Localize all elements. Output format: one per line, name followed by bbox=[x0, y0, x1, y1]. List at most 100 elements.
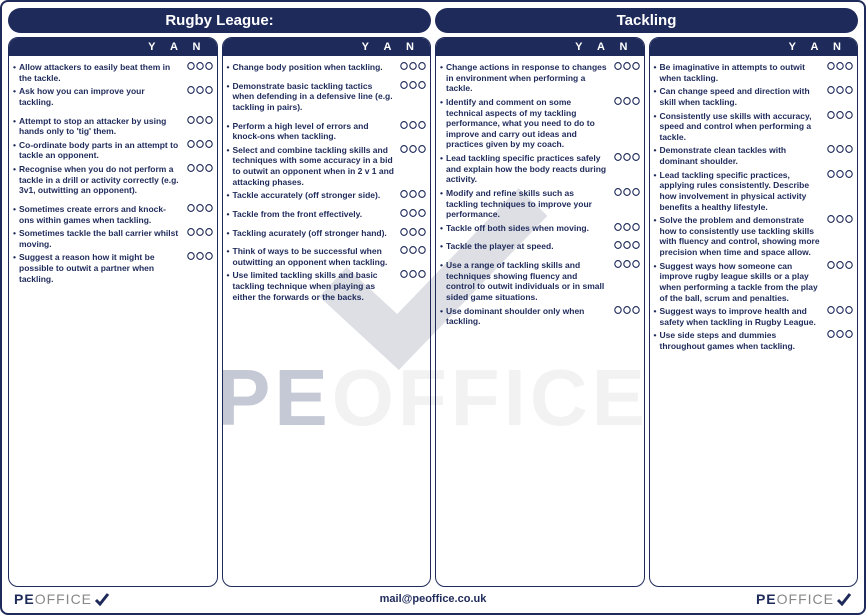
yan-ovals[interactable] bbox=[825, 330, 853, 341]
yan-ovals[interactable] bbox=[825, 170, 853, 181]
item-text: Sometimes tackle the ball carrier whilst… bbox=[19, 228, 185, 249]
item-text: Think of ways to be successful when outw… bbox=[233, 246, 399, 267]
item-text: Suggest ways how someone can improve rug… bbox=[660, 261, 826, 304]
yan-ovals[interactable] bbox=[185, 164, 213, 175]
checklist-item: •Lead tackling specific practices, apply… bbox=[654, 170, 854, 213]
yan-ovals[interactable] bbox=[825, 306, 853, 317]
item-text: Identify and comment on some technical a… bbox=[446, 97, 612, 150]
column-body: •Change actions in response to changes i… bbox=[436, 56, 644, 586]
checklist-item: •Think of ways to be successful when out… bbox=[227, 246, 427, 267]
checklist-item: •Suggest ways how someone can improve ru… bbox=[654, 261, 854, 304]
checklist-item: •Tackle the player at speed. bbox=[440, 241, 640, 252]
checklist-item: •Change body position when tackling. bbox=[227, 62, 427, 73]
item-text: Can change speed and direction with skil… bbox=[660, 86, 826, 107]
yan-ovals[interactable] bbox=[185, 204, 213, 215]
item-text: Demonstrate clean tackles with dominant … bbox=[660, 145, 826, 166]
item-text: Solve the problem and demonstrate how to… bbox=[660, 215, 826, 258]
checklist-item: •Attempt to stop an attacker by using ha… bbox=[13, 116, 213, 137]
yan-ovals[interactable] bbox=[612, 97, 640, 108]
yan-ovals[interactable] bbox=[398, 81, 426, 92]
checklist-item: •Sometimes create errors and knock-ons w… bbox=[13, 204, 213, 225]
item-text: Tackling acurately (off stronger hand). bbox=[233, 228, 399, 239]
checklist-item: •Allow attackers to easily beat them in … bbox=[13, 62, 213, 83]
checklist-item: •Ask how you can improve your tackling. bbox=[13, 86, 213, 107]
logo-office: OFFICE bbox=[35, 591, 92, 607]
checklist-item: •Consistently use skills with accuracy, … bbox=[654, 111, 854, 143]
item-text: Co-ordinate body parts in an attempt to … bbox=[19, 140, 185, 161]
yan-ovals[interactable] bbox=[612, 188, 640, 199]
yan-ovals[interactable] bbox=[612, 223, 640, 234]
checklist-item: •Use dominant shoulder only when tacklin… bbox=[440, 306, 640, 327]
item-text: Tackle the player at speed. bbox=[446, 241, 612, 252]
yan-ovals[interactable] bbox=[185, 86, 213, 97]
footer: PEOFFICE mail@peoffice.co.uk PEOFFICE bbox=[8, 591, 858, 607]
column-header-yan: Y A N bbox=[436, 38, 644, 56]
item-text: Use dominant shoulder only when tackling… bbox=[446, 306, 612, 327]
yan-ovals[interactable] bbox=[612, 306, 640, 317]
yan-ovals[interactable] bbox=[185, 252, 213, 263]
assessment-column: Y A N•Allow attackers to easily beat the… bbox=[8, 37, 218, 587]
yan-ovals[interactable] bbox=[398, 270, 426, 281]
column-body: •Be imaginative in attempts to outwit wh… bbox=[650, 56, 858, 586]
column-header-yan: Y A N bbox=[650, 38, 858, 56]
item-text: Use limited tackling skills and basic ta… bbox=[233, 270, 399, 302]
yan-ovals[interactable] bbox=[398, 145, 426, 156]
checklist-item: •Modify and refine skills such as tackli… bbox=[440, 188, 640, 220]
yan-ovals[interactable] bbox=[825, 86, 853, 97]
column-body: •Change body position when tackling.•Dem… bbox=[223, 56, 431, 586]
checklist-item: •Recognise when you do not perform a tac… bbox=[13, 164, 213, 196]
item-text: Suggest ways to improve health and safet… bbox=[660, 306, 826, 327]
item-text: Select and combine tackling skills and t… bbox=[233, 145, 399, 188]
item-text: Tackle off both sides when moving. bbox=[446, 223, 612, 234]
checklist-item: •Solve the problem and demonstrate how t… bbox=[654, 215, 854, 258]
assessment-column: Y A N •Be imaginative in attempts to outw… bbox=[649, 37, 859, 587]
checklist-item: •Tackle off both sides when moving. bbox=[440, 223, 640, 234]
yan-ovals[interactable] bbox=[825, 111, 853, 122]
checklist-item: •Change actions in response to changes i… bbox=[440, 62, 640, 94]
logo-right: PEOFFICE bbox=[756, 591, 852, 607]
yan-ovals[interactable] bbox=[612, 260, 640, 271]
item-text: Consistently use skills with accuracy, s… bbox=[660, 111, 826, 143]
logo-office: OFFICE bbox=[777, 591, 834, 607]
header-row: Rugby League: Tackling bbox=[8, 8, 858, 33]
checklist-item: •Tackling acurately (off stronger hand). bbox=[227, 228, 427, 239]
footer-email: mail@peoffice.co.uk bbox=[380, 593, 487, 605]
yan-ovals[interactable] bbox=[398, 121, 426, 132]
checklist-item: •Demonstrate clean tackles with dominant… bbox=[654, 145, 854, 166]
yan-ovals[interactable] bbox=[398, 246, 426, 257]
yan-ovals[interactable] bbox=[825, 215, 853, 226]
yan-ovals[interactable] bbox=[185, 116, 213, 127]
header-left: Rugby League: bbox=[8, 8, 431, 33]
item-text: Ask how you can improve your tackling. bbox=[19, 86, 185, 107]
logo-pe: PE bbox=[14, 591, 35, 607]
yan-ovals[interactable] bbox=[185, 62, 213, 73]
checklist-item: •Select and combine tackling skills and … bbox=[227, 145, 427, 188]
yan-ovals[interactable] bbox=[185, 140, 213, 151]
assessment-column: Y A N •Change actions in response to chan… bbox=[435, 37, 645, 587]
item-text: Change actions in response to changes in… bbox=[446, 62, 612, 94]
yan-ovals[interactable] bbox=[398, 62, 426, 73]
yan-ovals[interactable] bbox=[612, 62, 640, 73]
yan-ovals[interactable] bbox=[825, 145, 853, 156]
assessment-column: Y A N•Change body position when tackling… bbox=[222, 37, 432, 587]
checklist-item: •Be imaginative in attempts to outwit wh… bbox=[654, 62, 854, 83]
column-header-yan: Y A N bbox=[223, 38, 431, 56]
yan-ovals[interactable] bbox=[185, 228, 213, 239]
item-text: Suggest a reason how it might be possibl… bbox=[19, 252, 185, 284]
item-text: Sometimes create errors and knock-ons wi… bbox=[19, 204, 185, 225]
yan-ovals[interactable] bbox=[398, 190, 426, 201]
check-icon bbox=[836, 592, 852, 606]
item-text: Use side steps and dummies throughout ga… bbox=[660, 330, 826, 351]
yan-ovals[interactable] bbox=[612, 153, 640, 164]
checklist-item: •Can change speed and direction with ski… bbox=[654, 86, 854, 107]
yan-ovals[interactable] bbox=[612, 241, 640, 252]
checklist-item: •Use limited tackling skills and basic t… bbox=[227, 270, 427, 302]
yan-ovals[interactable] bbox=[825, 62, 853, 73]
yan-ovals[interactable] bbox=[398, 228, 426, 239]
item-text: Be imaginative in attempts to outwit whe… bbox=[660, 62, 826, 83]
yan-ovals[interactable] bbox=[398, 209, 426, 220]
item-text: Attempt to stop an attacker by using han… bbox=[19, 116, 185, 137]
yan-ovals[interactable] bbox=[825, 261, 853, 272]
checklist-item: •Suggest ways to improve health and safe… bbox=[654, 306, 854, 327]
checklist-item: •Suggest a reason how it might be possib… bbox=[13, 252, 213, 284]
